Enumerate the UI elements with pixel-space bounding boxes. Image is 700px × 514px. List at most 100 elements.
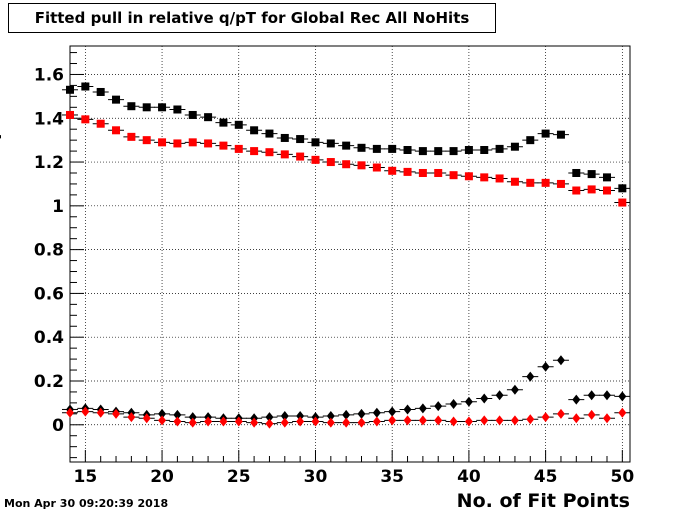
x-tick-label: 25: [227, 467, 251, 487]
data-point-diamond: [587, 409, 596, 420]
data-point-square: [265, 129, 274, 138]
data-point-square: [464, 172, 473, 181]
y-tick-label: 0.6: [34, 284, 64, 304]
data-point-square: [158, 138, 167, 147]
data-point-diamond: [311, 416, 320, 427]
data-point-diamond: [480, 393, 489, 404]
data-point-square: [280, 133, 289, 142]
data-point-square: [357, 161, 366, 170]
data-point-diamond: [449, 416, 458, 427]
data-point-square: [158, 103, 167, 112]
data-point-diamond: [464, 416, 473, 427]
data-point-square: [188, 138, 197, 147]
data-point-diamond: [403, 404, 412, 415]
data-point-square: [495, 144, 504, 153]
data-point-diamond: [112, 408, 121, 419]
data-point-diamond: [326, 411, 335, 422]
data-point-square: [112, 126, 121, 135]
data-point-square: [388, 144, 397, 153]
data-point-diamond: [556, 408, 565, 419]
data-point-square: [311, 155, 320, 164]
data-point-diamond: [480, 415, 489, 426]
data-point-square: [541, 178, 550, 187]
data-point-diamond: [234, 416, 243, 427]
data-point-square: [250, 147, 259, 156]
data-point-square: [418, 147, 427, 156]
y-tick-label: 0.2: [34, 372, 64, 392]
data-point-diamond: [587, 390, 596, 401]
data-point-diamond: [572, 413, 581, 424]
data-point-square: [204, 139, 213, 148]
plot-frame: [69, 45, 631, 463]
data-point-diamond: [418, 403, 427, 414]
data-point-square: [449, 171, 458, 180]
data-point-square: [449, 147, 458, 156]
data-point-diamond: [96, 407, 105, 418]
data-point-square: [204, 113, 213, 122]
data-point-square: [403, 167, 412, 176]
x-tick-label: 45: [534, 467, 558, 487]
data-point-square: [127, 132, 136, 141]
data-point-square: [96, 119, 105, 128]
data-point-square: [96, 87, 105, 96]
data-point-diamond: [618, 407, 627, 418]
data-point-square: [66, 85, 74, 94]
data-point-square: [602, 186, 611, 195]
data-point-square: [587, 185, 596, 194]
data-point-diamond: [572, 394, 581, 405]
data-point-diamond: [280, 417, 289, 428]
data-point-diamond: [495, 415, 504, 426]
data-point-diamond: [142, 413, 151, 424]
data-point-square: [372, 144, 381, 153]
data-point-square: [326, 139, 335, 148]
data-point-square: [464, 146, 473, 154]
data-point-diamond: [526, 371, 535, 382]
data-point-square: [556, 130, 565, 139]
data-point-diamond: [510, 384, 519, 395]
data-point-square: [572, 186, 581, 195]
data-point-diamond: [388, 406, 397, 417]
chart-title: Fitted pull in relative q/pT for Global …: [8, 3, 496, 33]
data-point-diamond: [188, 412, 197, 423]
data-point-square: [510, 177, 519, 186]
data-point-diamond: [449, 398, 458, 409]
data-point-diamond: [434, 415, 443, 426]
data-point-diamond: [158, 408, 167, 419]
data-point-square: [434, 147, 443, 156]
data-point-diamond: [510, 415, 519, 426]
data-point-square: [234, 120, 243, 129]
y-tick-label: 1: [52, 197, 64, 217]
data-point-square: [602, 173, 611, 182]
data-point-square: [342, 141, 351, 150]
data-point-diamond: [326, 417, 335, 428]
data-point-square: [418, 168, 427, 177]
x-axis-label: No. of Fit Points: [456, 490, 630, 512]
data-point-square: [587, 170, 596, 179]
data-point-square: [342, 160, 351, 169]
data-point-square: [526, 136, 535, 145]
data-point-diamond: [342, 409, 351, 420]
data-point-square: [480, 146, 489, 154]
data-point-square: [81, 115, 90, 124]
data-point-diamond: [342, 417, 351, 428]
data-point-diamond: [81, 406, 90, 417]
data-point-diamond: [618, 391, 627, 402]
data-point-square: [127, 102, 136, 111]
data-point-diamond: [204, 416, 213, 427]
data-point-square: [250, 126, 259, 135]
data-point-square: [572, 168, 581, 177]
data-point-square: [265, 148, 274, 157]
data-point-square: [556, 179, 565, 188]
data-point-diamond: [541, 361, 550, 372]
data-point-diamond: [296, 416, 305, 427]
data-point-diamond: [250, 417, 259, 428]
data-point-square: [173, 139, 182, 148]
data-point-square: [311, 138, 320, 147]
data-point-square: [480, 173, 489, 182]
data-point-square: [495, 174, 504, 183]
data-point-diamond: [280, 411, 289, 422]
data-point-square: [173, 105, 182, 114]
data-point-diamond: [541, 412, 550, 423]
data-point-square: [81, 82, 90, 91]
